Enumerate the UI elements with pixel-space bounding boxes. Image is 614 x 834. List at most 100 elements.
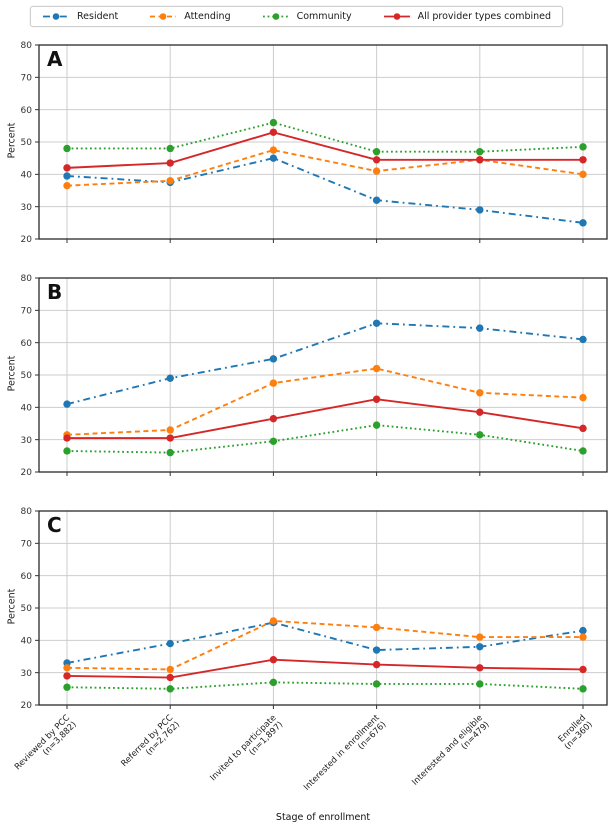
data-point — [166, 685, 174, 693]
data-point — [372, 623, 381, 632]
data-point — [269, 379, 278, 387]
data-point — [269, 656, 278, 664]
data-point — [476, 389, 484, 397]
data-point — [579, 156, 587, 164]
data-point — [63, 400, 71, 408]
data-point — [166, 639, 174, 648]
x-category-label: Interested and eligible(n=479) — [410, 713, 491, 794]
panel-b: 20 30 40 50 60 70 80 — [21, 274, 608, 478]
data-point — [372, 660, 381, 669]
y-tick-label: 80 — [21, 41, 33, 51]
data-point — [372, 196, 381, 204]
data-point — [476, 206, 484, 214]
legend-item-community: Community — [262, 11, 352, 22]
y-tick-label: 30 — [21, 436, 33, 446]
data-point — [166, 177, 174, 185]
data-point — [269, 128, 278, 136]
data-point — [579, 393, 587, 402]
panel-label-c: C — [47, 513, 62, 537]
data-point — [269, 617, 278, 625]
x-axis-title: Stage of enrollment — [275, 812, 371, 823]
legend-item-resident: Resident — [42, 11, 118, 22]
y-tick-label: 60 — [21, 106, 33, 116]
y-axis-label-a: Percent — [6, 122, 18, 159]
x-category-label: Invited to participate(n=1,897) — [208, 713, 285, 790]
legend: Resident Attending Community All provide… — [30, 6, 564, 27]
series-line — [66, 619, 583, 671]
series-line — [66, 681, 584, 690]
data-point — [269, 146, 278, 154]
data-point — [372, 646, 381, 654]
data-point — [579, 665, 587, 674]
y-tick-label: 70 — [21, 74, 33, 84]
data-point — [63, 164, 71, 172]
y-tick-label: 20 — [21, 468, 33, 478]
y-tick-label: 50 — [21, 371, 33, 381]
data-point — [63, 144, 71, 153]
data-point — [166, 426, 174, 434]
y-tick-label: 60 — [21, 339, 33, 349]
legend-line-attending-icon — [150, 13, 177, 20]
series-line — [67, 398, 584, 439]
data-point — [63, 181, 71, 190]
data-point — [476, 324, 484, 332]
data-point — [476, 643, 484, 651]
data-point — [372, 156, 381, 164]
legend-label-community: Community — [296, 11, 352, 22]
series-line — [66, 322, 584, 406]
data-point — [579, 143, 587, 151]
data-point — [372, 395, 381, 403]
data-point — [476, 680, 484, 688]
x-category-label: Enrolled(n=360) — [556, 713, 595, 752]
legend-line-all-combined-icon — [383, 13, 410, 20]
series-line — [66, 157, 584, 224]
data-point — [579, 335, 587, 344]
data-point — [269, 118, 278, 127]
y-tick-label: 20 — [21, 235, 33, 245]
data-point — [63, 664, 71, 672]
data-point — [372, 421, 381, 429]
data-point — [269, 414, 278, 423]
panel-a: 20 30 40 50 60 70 80 — [21, 41, 608, 245]
legend-label-all-combined: All provider types combined — [417, 11, 552, 22]
y-axis-label-c: Percent — [6, 588, 18, 625]
y-tick-label: 70 — [21, 540, 33, 550]
data-point — [476, 148, 484, 156]
data-point — [63, 683, 71, 691]
data-point — [372, 680, 381, 688]
data-point — [579, 219, 587, 227]
data-point — [579, 685, 587, 693]
data-point — [372, 319, 381, 327]
y-tick-label: 70 — [21, 307, 33, 317]
y-tick-label: 40 — [21, 637, 33, 647]
data-point — [166, 434, 174, 442]
data-point — [166, 448, 174, 457]
data-point — [269, 678, 278, 687]
data-point — [579, 447, 587, 455]
series-line — [66, 658, 584, 679]
panel-label-a: A — [47, 47, 63, 71]
legend-label-resident: Resident — [77, 11, 119, 22]
y-tick-label: 30 — [21, 669, 33, 679]
data-point — [63, 672, 71, 680]
data-point — [269, 355, 278, 363]
legend-line-resident-icon — [43, 13, 69, 20]
series-line — [66, 424, 584, 454]
data-point — [63, 447, 71, 455]
y-tick-label: 40 — [21, 171, 33, 181]
data-point — [269, 154, 278, 162]
y-tick-label: 60 — [21, 572, 33, 582]
data-point — [476, 431, 484, 439]
y-tick-label: 80 — [21, 274, 33, 284]
x-category-label: Reviewed by PCC(n=3,882) — [13, 713, 79, 779]
data-point — [63, 434, 71, 442]
data-point — [476, 408, 484, 416]
data-point — [166, 673, 174, 682]
x-category-label: Interested in enrollment(n=676) — [302, 713, 389, 800]
data-point — [372, 167, 381, 175]
legend-label-attending: Attending — [184, 11, 231, 22]
series-line — [66, 131, 583, 169]
panel-c: 20 30 40 50 60 70 80 — [21, 507, 608, 711]
data-point — [166, 665, 174, 674]
